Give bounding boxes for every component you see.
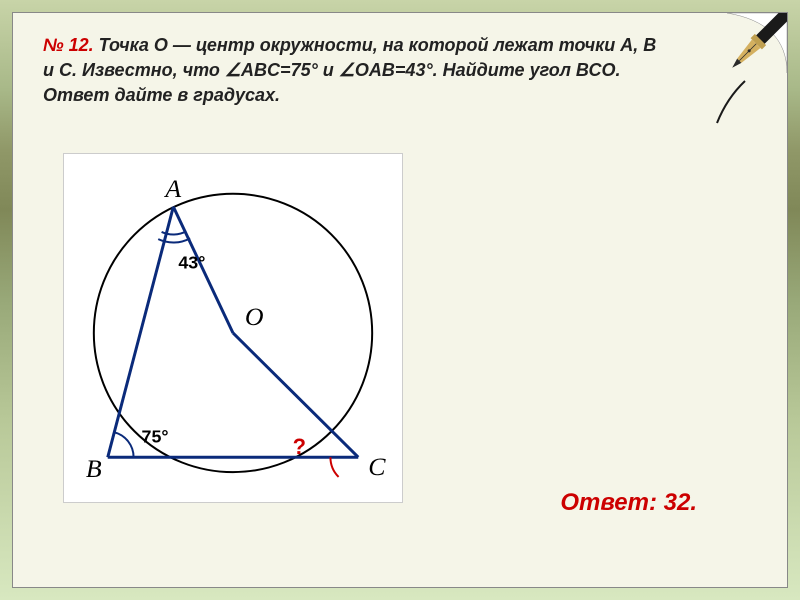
pen-decoration xyxy=(667,13,787,133)
slide: № 12. Точка О — центр окружности, на кот… xyxy=(12,12,788,588)
svg-text:B: B xyxy=(86,454,102,483)
svg-text:43°: 43° xyxy=(178,252,205,272)
svg-text:75°: 75° xyxy=(142,426,169,446)
svg-text:A: A xyxy=(163,174,181,203)
problem-body: Точка О — центр окружности, на которой л… xyxy=(43,35,656,105)
svg-text:?: ? xyxy=(293,434,306,459)
svg-text:O: O xyxy=(245,302,264,331)
diagram-svg: A B C O 43° 75°? xyxy=(64,154,402,502)
problem-number: № 12. xyxy=(43,35,94,55)
problem-text: № 12. Точка О — центр окружности, на кот… xyxy=(43,33,757,109)
answer-text: Ответ: 32. xyxy=(560,489,697,517)
svg-text:C: C xyxy=(368,452,386,481)
geometry-diagram: A B C O 43° 75°? xyxy=(63,153,403,503)
